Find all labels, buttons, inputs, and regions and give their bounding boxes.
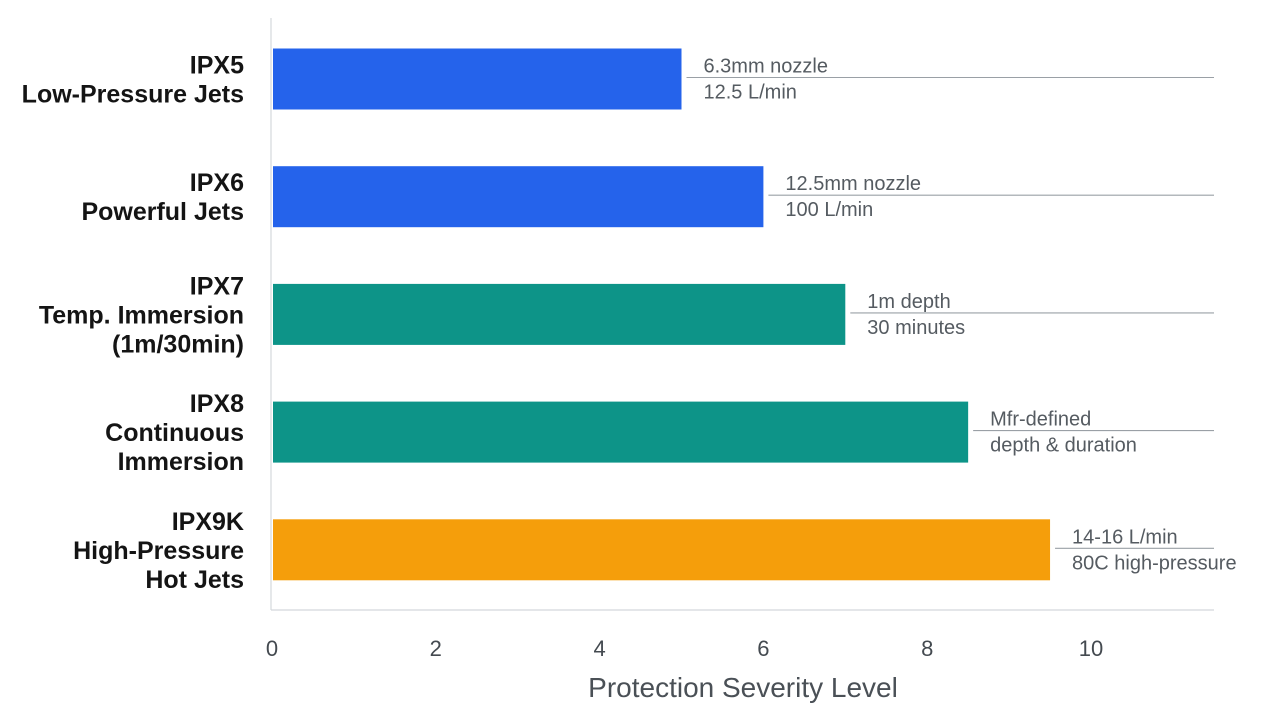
x-tick-label-1: 2 [430, 636, 442, 661]
category-label-3-0: IPX8 [190, 390, 244, 418]
annotation-text-0-0: 6.3mm nozzle [704, 56, 829, 78]
bar-0 [273, 48, 682, 110]
category-label-3-2: Immersion [118, 448, 244, 476]
annotation-text-4-0: 14-16 L/min [1072, 526, 1178, 548]
annotation-text-1-1: 100 L/min [785, 199, 873, 221]
annotation-text-1-0: 12.5mm nozzle [785, 173, 921, 195]
x-tick-label-4: 8 [921, 636, 933, 661]
category-label-4-1: High-Pressure [73, 537, 244, 565]
category-label-2-2: (1m/30min) [112, 330, 244, 358]
annotation-text-3-0: Mfr-defined [990, 409, 1091, 431]
category-label-3-1: Continuous [105, 419, 244, 447]
bar-2 [273, 283, 846, 345]
category-label-4-2: Hot Jets [145, 566, 244, 594]
annotation-text-0-1: 12.5 L/min [704, 82, 797, 104]
annotation-text-2-1: 30 minutes [867, 317, 965, 339]
category-label-1-1: Powerful Jets [81, 198, 244, 226]
annotation-text-2-0: 1m depth [867, 291, 950, 313]
category-label-0-1: Low-Pressure Jets [22, 81, 244, 109]
annotation-text-3-1: depth & duration [990, 435, 1137, 457]
x-tick-label-5: 10 [1079, 636, 1103, 661]
category-label-0-0: IPX5 [190, 52, 244, 80]
category-label-2-0: IPX7 [190, 272, 244, 300]
x-tick-label-0: 0 [266, 636, 278, 661]
annotation-text-4-1: 80C high-pressure [1072, 552, 1237, 574]
category-label-2-1: Temp. Immersion [39, 301, 244, 329]
x-tick-label-3: 6 [757, 636, 769, 661]
x-axis-title: Protection Severity Level [588, 672, 898, 703]
category-label-4-0: IPX9K [172, 508, 244, 536]
category-label-1-0: IPX6 [190, 169, 244, 197]
x-tick-label-2: 4 [593, 636, 605, 661]
bar-4 [273, 519, 1051, 581]
bar-1 [273, 166, 764, 228]
bar-3 [273, 401, 969, 463]
